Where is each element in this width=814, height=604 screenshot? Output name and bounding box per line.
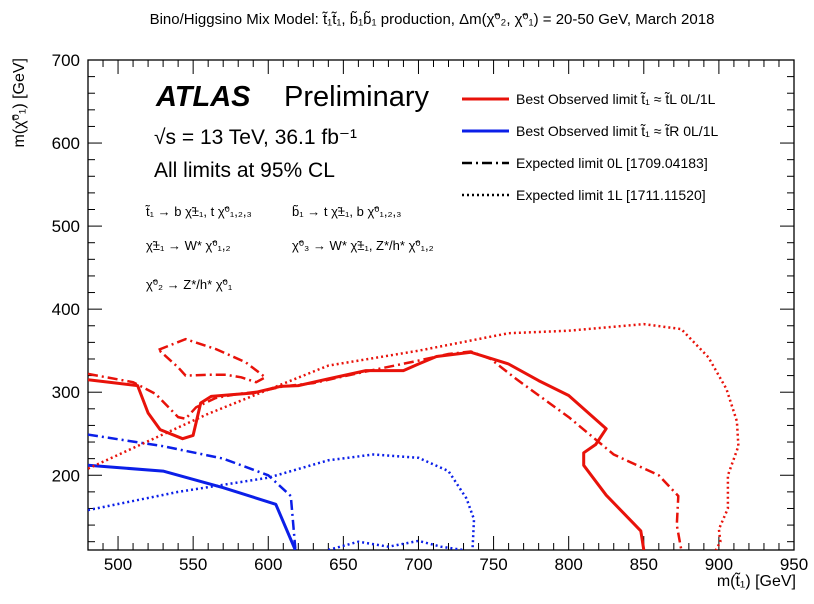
y-tick-label: 200 [52,466,80,485]
legend: Best Observed limit t̃₁ ≈ t̃L 0L/1L Best … [462,91,718,203]
decay-line-4: χ̃⁰₃ → W* χ̃±₁, Z*/h* χ̃⁰₁,₂ [292,238,434,253]
limit-curves [88,322,740,550]
limit-curve-3 [157,337,267,384]
x-tick-label: 950 [780,555,808,574]
legend-text-2: Expected limit 0L [1709.04183] [516,155,708,171]
cl-text: All limits at 95% CL [154,159,335,182]
x-tick-label: 800 [554,555,582,574]
x-tick-label: 750 [479,555,507,574]
energy-lumi-text: √s = 13 TeV, 36.1 fb⁻¹ [154,126,357,149]
limit-curve-1 [88,463,297,550]
preliminary-label: Preliminary [284,81,430,113]
limit-curve-0 [88,350,646,550]
axis-ticks: 500 550 600 650 700 750 800 850 900 950 200 300 400 5… [52,51,809,574]
x-tick-label: 650 [329,555,357,574]
decay-line-1: t̃₁ → b χ̃±₁, t χ̃⁰₁,₂,₃ [145,204,252,219]
limit-curve-4 [88,433,297,549]
limit-curve-2 [88,350,683,550]
decay-line-2: b̃₁ → t χ̃±₁, b χ̃⁰₁,₂,₃ [292,204,401,219]
y-axis-label: m(χ̃⁰₁) [GeV] [11,58,28,148]
decay-line-5: χ̃⁰₂ → Z*/h* χ̃⁰₁ [146,277,233,292]
limit-curve-7 [327,539,464,550]
x-tick-label: 900 [705,555,733,574]
x-tick-label: 550 [179,555,207,574]
y-tick-label: 600 [52,134,80,153]
x-tick-label: 850 [630,555,658,574]
x-tick-label: 700 [404,555,432,574]
legend-text-3: Expected limit 1L [1711.11520] [516,187,706,203]
chart-title: Bino/Higgsino Mix Model: t̃₁t̃₁, b̃₁b̃₁ … [150,11,715,28]
y-tick-label: 400 [52,300,80,319]
legend-text-0: Best Observed limit t̃₁ ≈ t̃L 0L/1L [516,91,716,107]
y-tick-label: 700 [52,51,80,70]
atlas-label: ATLAS [155,81,251,113]
legend-text-1: Best Observed limit t̃₁ ≈ t̃R 0L/1L [516,123,718,139]
y-tick-label: 300 [52,383,80,402]
title-bind: Bino/Higgsino Mix Model: t̃₁t̃₁, b̃₁b̃₁ … [150,11,715,28]
x-tick-label: 500 [104,555,132,574]
plot-frame [87,59,795,551]
x-tick-label: 600 [254,555,282,574]
x-axis-label: m(t̃₁) [GeV] [717,571,796,590]
y-tick-label: 500 [52,217,80,236]
decay-line-3: χ̃±₁ → W* χ̃⁰₁,₂ [146,238,231,253]
